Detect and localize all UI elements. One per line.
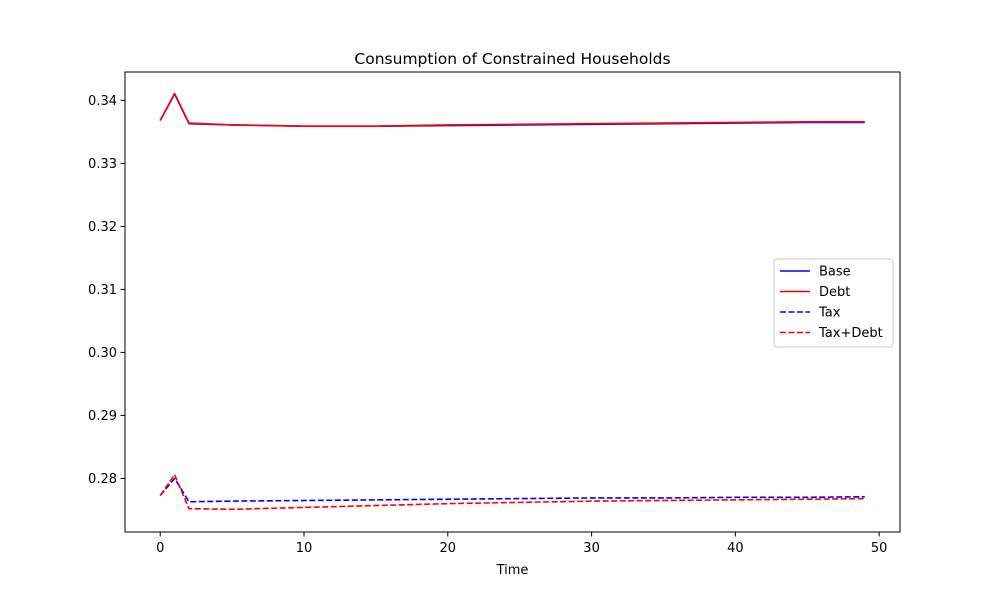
- chart-title: Consumption of Constrained Households: [354, 50, 670, 68]
- y-tick-label: 0.33: [88, 157, 117, 172]
- y-tick-label: 0.34: [88, 94, 117, 109]
- x-tick-label: 50: [871, 541, 888, 556]
- legend-label: Base: [819, 265, 851, 280]
- x-tick-label: 10: [296, 541, 313, 556]
- x-axis-label: Time: [496, 563, 529, 578]
- y-tick-label: 0.28: [88, 472, 117, 487]
- x-tick-label: 30: [583, 541, 600, 556]
- series-layer: [159, 92, 865, 511]
- y-tick-label: 0.30: [88, 346, 117, 361]
- x-tick-label: 40: [727, 541, 744, 556]
- y-tick-label: 0.29: [88, 409, 117, 424]
- y-tick-label: 0.32: [88, 220, 117, 235]
- y-axis: 0.28 0.29 0.30 0.31 0.32 0.33 0.34: [88, 94, 125, 487]
- series-line-tax: [159, 477, 865, 503]
- series-line-tax-debt: [159, 473, 865, 511]
- legend-label: Debt: [819, 285, 850, 300]
- plot-frame: [124, 71, 901, 533]
- x-axis: 0 10 20 30 40 50: [156, 532, 887, 556]
- legend: Base Debt Tax Tax+Debt: [773, 258, 894, 348]
- x-tick-label: 20: [440, 541, 457, 556]
- legend-box: [773, 258, 894, 348]
- y-tick-label: 0.31: [88, 283, 117, 298]
- legend-label: Tax+Debt: [818, 326, 883, 341]
- series-line-debt: [159, 92, 865, 127]
- legend-label: Tax: [818, 306, 841, 321]
- plot-area: [125, 72, 900, 532]
- x-tick-label: 0: [156, 541, 164, 556]
